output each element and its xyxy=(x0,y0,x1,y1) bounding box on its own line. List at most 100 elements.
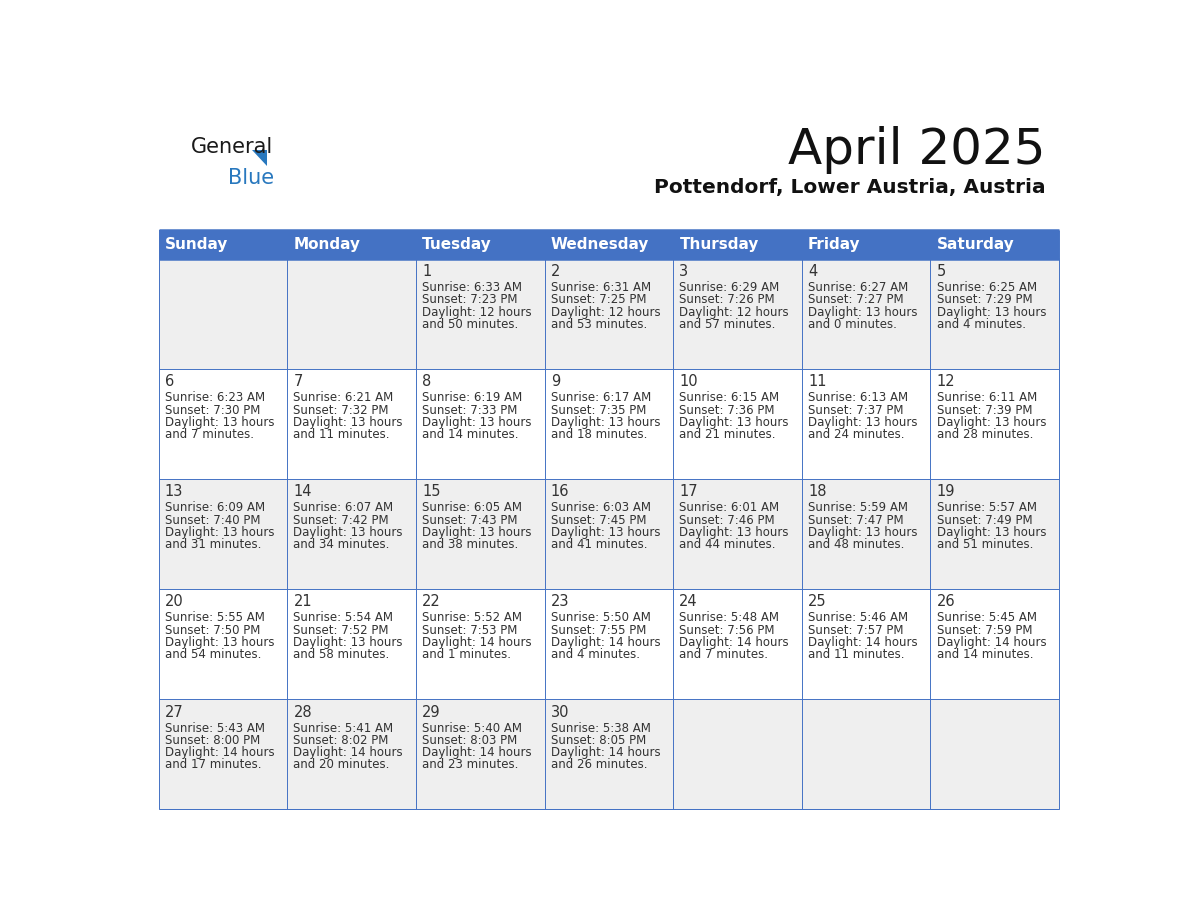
Text: Pottendorf, Lower Austria, Austria: Pottendorf, Lower Austria, Austria xyxy=(655,178,1045,197)
Text: Sunset: 7:55 PM: Sunset: 7:55 PM xyxy=(551,623,646,637)
Text: Daylight: 14 hours: Daylight: 14 hours xyxy=(680,636,789,649)
Text: Sunset: 7:52 PM: Sunset: 7:52 PM xyxy=(293,623,388,637)
Text: and 51 minutes.: and 51 minutes. xyxy=(936,538,1034,552)
Text: Sunset: 8:02 PM: Sunset: 8:02 PM xyxy=(293,733,388,747)
Text: Sunrise: 5:55 AM: Sunrise: 5:55 AM xyxy=(165,611,265,624)
Text: and 0 minutes.: and 0 minutes. xyxy=(808,318,897,331)
Text: Daylight: 13 hours: Daylight: 13 hours xyxy=(808,416,917,429)
Text: and 11 minutes.: and 11 minutes. xyxy=(808,648,904,661)
Bar xyxy=(802,369,930,479)
Text: Daylight: 13 hours: Daylight: 13 hours xyxy=(293,636,403,649)
Text: Sunset: 7:56 PM: Sunset: 7:56 PM xyxy=(680,623,775,637)
Text: Daylight: 12 hours: Daylight: 12 hours xyxy=(680,306,789,319)
Text: and 34 minutes.: and 34 minutes. xyxy=(293,538,390,552)
Text: Wednesday: Wednesday xyxy=(551,237,649,252)
Text: 25: 25 xyxy=(808,595,827,610)
Text: 5: 5 xyxy=(936,264,946,279)
Text: Sunset: 7:27 PM: Sunset: 7:27 PM xyxy=(808,294,904,307)
Text: Daylight: 13 hours: Daylight: 13 hours xyxy=(422,416,531,429)
Text: Monday: Monday xyxy=(293,237,360,252)
Text: General: General xyxy=(191,137,273,156)
Text: Sunrise: 6:19 AM: Sunrise: 6:19 AM xyxy=(422,391,523,404)
Text: Sunrise: 6:11 AM: Sunrise: 6:11 AM xyxy=(936,391,1037,404)
Text: Sunrise: 5:43 AM: Sunrise: 5:43 AM xyxy=(165,722,265,734)
Text: Sunrise: 6:33 AM: Sunrise: 6:33 AM xyxy=(422,281,522,294)
Text: Sunrise: 5:59 AM: Sunrise: 5:59 AM xyxy=(808,501,908,514)
Text: Sunset: 7:36 PM: Sunset: 7:36 PM xyxy=(680,404,775,417)
Text: and 24 minutes.: and 24 minutes. xyxy=(808,428,904,442)
Text: and 17 minutes.: and 17 minutes. xyxy=(165,758,261,771)
Text: and 1 minutes.: and 1 minutes. xyxy=(422,648,511,661)
Text: and 14 minutes.: and 14 minutes. xyxy=(936,648,1034,661)
Text: and 41 minutes.: and 41 minutes. xyxy=(551,538,647,552)
Text: 7: 7 xyxy=(293,375,303,389)
Text: and 26 minutes.: and 26 minutes. xyxy=(551,758,647,771)
Text: Daylight: 13 hours: Daylight: 13 hours xyxy=(165,636,274,649)
Text: Daylight: 14 hours: Daylight: 14 hours xyxy=(551,636,661,649)
Text: Sunrise: 6:23 AM: Sunrise: 6:23 AM xyxy=(165,391,265,404)
Text: Sunrise: 6:29 AM: Sunrise: 6:29 AM xyxy=(680,281,779,294)
Bar xyxy=(158,259,287,369)
Bar xyxy=(416,700,544,810)
Bar xyxy=(158,369,287,479)
Bar xyxy=(158,230,287,259)
Bar xyxy=(802,259,930,369)
Bar xyxy=(287,259,416,369)
Text: 19: 19 xyxy=(936,485,955,499)
Text: and 23 minutes.: and 23 minutes. xyxy=(422,758,518,771)
Bar xyxy=(674,700,802,810)
Text: Sunset: 7:23 PM: Sunset: 7:23 PM xyxy=(422,294,518,307)
Text: Sunset: 7:40 PM: Sunset: 7:40 PM xyxy=(165,514,260,527)
Text: 2: 2 xyxy=(551,264,560,279)
Text: Daylight: 13 hours: Daylight: 13 hours xyxy=(293,416,403,429)
Text: 20: 20 xyxy=(165,595,183,610)
Text: and 7 minutes.: and 7 minutes. xyxy=(680,648,769,661)
Text: 14: 14 xyxy=(293,485,312,499)
Text: Sunrise: 5:50 AM: Sunrise: 5:50 AM xyxy=(551,611,651,624)
Text: Daylight: 13 hours: Daylight: 13 hours xyxy=(680,416,789,429)
Text: Sunset: 7:37 PM: Sunset: 7:37 PM xyxy=(808,404,904,417)
Text: 6: 6 xyxy=(165,375,173,389)
Text: Sunset: 8:03 PM: Sunset: 8:03 PM xyxy=(422,733,517,747)
Text: Daylight: 13 hours: Daylight: 13 hours xyxy=(551,416,661,429)
Bar xyxy=(930,259,1060,369)
Text: April 2025: April 2025 xyxy=(789,126,1045,174)
Text: Sunset: 7:57 PM: Sunset: 7:57 PM xyxy=(808,623,904,637)
Text: Sunset: 7:32 PM: Sunset: 7:32 PM xyxy=(293,404,388,417)
Text: 21: 21 xyxy=(293,595,312,610)
Text: and 31 minutes.: and 31 minutes. xyxy=(165,538,261,552)
Text: 27: 27 xyxy=(165,705,183,720)
Text: Sunset: 7:46 PM: Sunset: 7:46 PM xyxy=(680,514,775,527)
Text: 17: 17 xyxy=(680,485,699,499)
Text: 28: 28 xyxy=(293,705,312,720)
Text: Sunrise: 6:01 AM: Sunrise: 6:01 AM xyxy=(680,501,779,514)
Text: Sunset: 7:39 PM: Sunset: 7:39 PM xyxy=(936,404,1032,417)
Text: 13: 13 xyxy=(165,485,183,499)
Text: 4: 4 xyxy=(808,264,817,279)
Text: 11: 11 xyxy=(808,375,827,389)
Text: and 20 minutes.: and 20 minutes. xyxy=(293,758,390,771)
Text: Sunrise: 6:21 AM: Sunrise: 6:21 AM xyxy=(293,391,393,404)
Text: and 38 minutes.: and 38 minutes. xyxy=(422,538,518,552)
Text: 16: 16 xyxy=(551,485,569,499)
Text: Daylight: 12 hours: Daylight: 12 hours xyxy=(551,306,661,319)
Text: 29: 29 xyxy=(422,705,441,720)
Text: 24: 24 xyxy=(680,595,699,610)
Text: Sunrise: 5:45 AM: Sunrise: 5:45 AM xyxy=(936,611,1037,624)
Bar xyxy=(416,369,544,479)
Text: Sunset: 7:30 PM: Sunset: 7:30 PM xyxy=(165,404,260,417)
Text: Daylight: 13 hours: Daylight: 13 hours xyxy=(936,526,1047,539)
Text: 10: 10 xyxy=(680,375,699,389)
Text: Sunset: 8:00 PM: Sunset: 8:00 PM xyxy=(165,733,260,747)
Text: 12: 12 xyxy=(936,375,955,389)
Text: Sunrise: 6:27 AM: Sunrise: 6:27 AM xyxy=(808,281,909,294)
Text: Sunrise: 6:17 AM: Sunrise: 6:17 AM xyxy=(551,391,651,404)
Text: Sunset: 7:45 PM: Sunset: 7:45 PM xyxy=(551,514,646,527)
Text: Sunset: 7:42 PM: Sunset: 7:42 PM xyxy=(293,514,388,527)
Text: Sunrise: 6:13 AM: Sunrise: 6:13 AM xyxy=(808,391,908,404)
Text: Sunset: 7:25 PM: Sunset: 7:25 PM xyxy=(551,294,646,307)
Text: 22: 22 xyxy=(422,595,441,610)
Text: Tuesday: Tuesday xyxy=(422,237,492,252)
Text: and 57 minutes.: and 57 minutes. xyxy=(680,318,776,331)
Text: and 28 minutes.: and 28 minutes. xyxy=(936,428,1034,442)
